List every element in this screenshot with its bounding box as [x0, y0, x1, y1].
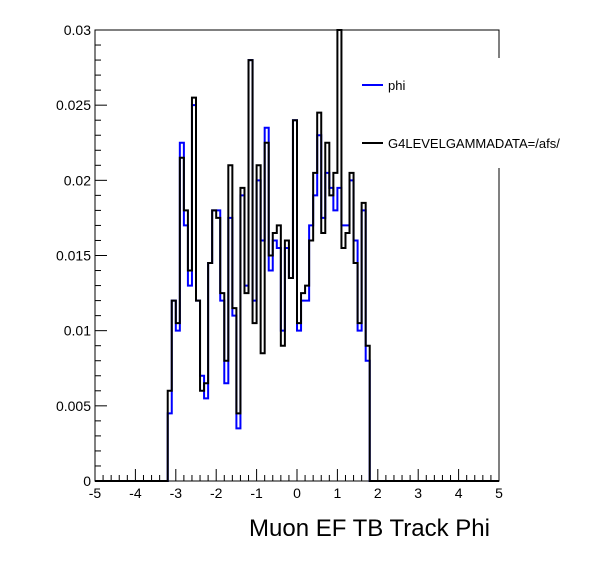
legend-label-phi: phi: [388, 78, 405, 93]
y-tick-label: 0.03: [64, 22, 91, 38]
x-tick-label: 4: [455, 485, 463, 501]
x-tick-label: 1: [334, 485, 342, 501]
y-tick-label: 0.02: [64, 172, 91, 188]
x-tick-label: 2: [374, 485, 382, 501]
y-tick-label: 0.005: [56, 398, 91, 414]
x-tick-label: 0: [293, 485, 301, 501]
y-tick-label: 0.025: [56, 97, 91, 113]
x-tick-label: 5: [495, 485, 503, 501]
x-tick-label: -4: [129, 485, 142, 501]
y-tick-label: 0.01: [64, 323, 91, 339]
histogram-series-g4levelgammadata: [95, 29, 499, 482]
legend-label-g4levelgammadata: G4LEVELGAMMADATA=/afs/: [388, 136, 560, 151]
x-axis-title: Muon EF TB Track Phi: [249, 515, 490, 542]
x-tick-label: -3: [170, 485, 183, 501]
y-tick-label: 0.015: [56, 248, 91, 264]
axis-tick-labels: -5 -4 -3 -2 -1 0 1 2 3 4 5 0 0.005 0.01 0.015 0.02 0.025…: [56, 22, 503, 501]
legend-box: [354, 58, 596, 168]
x-tick-label: -1: [250, 485, 263, 501]
x-tick-label: -2: [210, 485, 223, 501]
histogram-series: [95, 29, 499, 482]
x-tick-label: 3: [414, 485, 422, 501]
x-tick-label: -5: [89, 485, 102, 501]
legend: phi G4LEVELGAMMADATA=/afs/: [354, 58, 596, 168]
y-tick-label: 0: [83, 473, 91, 489]
